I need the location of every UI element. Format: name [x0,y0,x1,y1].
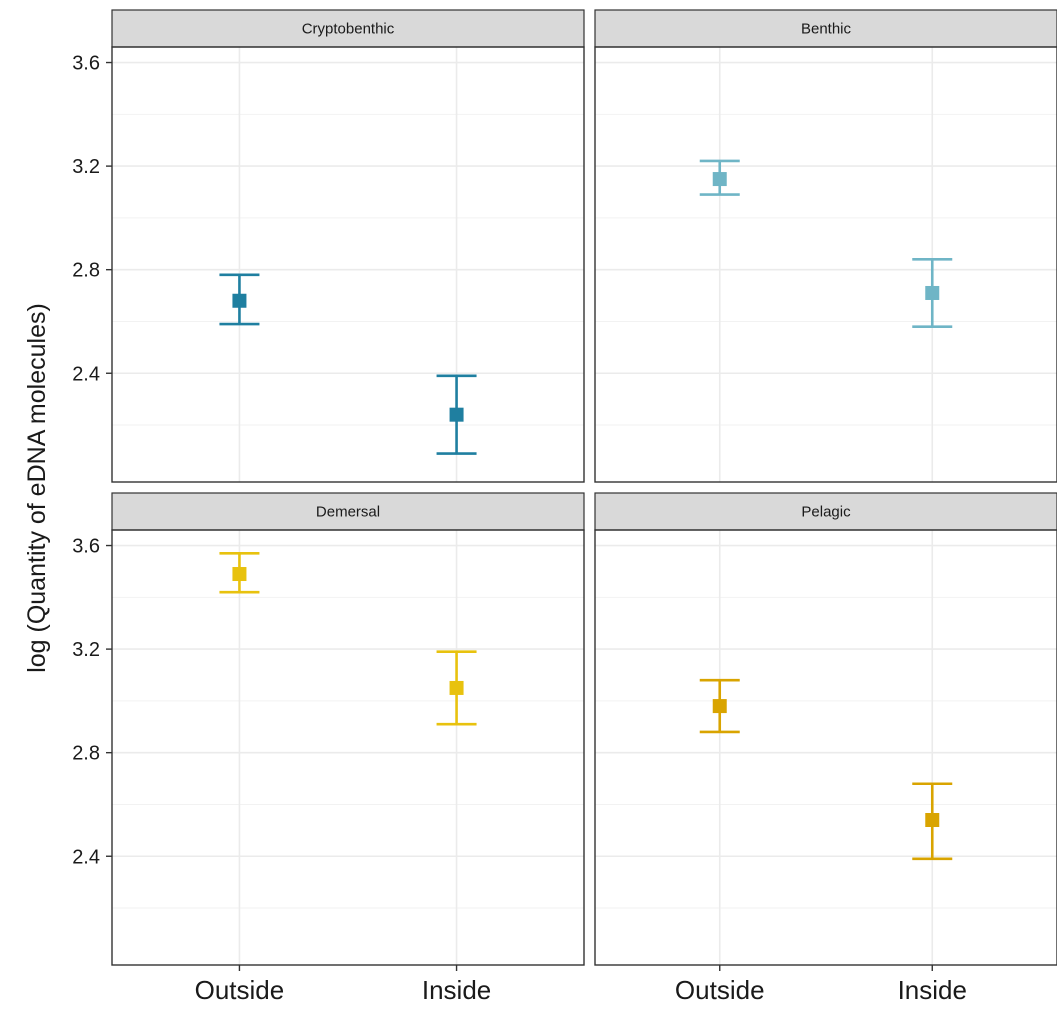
panel-background-cryptobenthic [112,47,584,482]
facet-strip-label-pelagic: Pelagic [801,504,851,521]
facet-strip-label-cryptobenthic: Cryptobenthic [302,21,395,38]
x-axis-tick-label-outside: Outside [195,975,285,1005]
point-pelagic-inside [925,813,940,827]
point-benthic-outside [712,172,727,187]
point-cryptobenthic-outside [232,293,247,308]
y-axis-tick-label: 3.2 [72,639,100,661]
point-demersal-outside [232,567,247,582]
facet-strip-benthic [594,9,1057,48]
y-axis-tick-label: 2.4 [72,363,100,385]
y-axis-tick-label: 3.6 [72,536,100,558]
facet-strip-cryptobenthic [111,9,585,48]
y-axis-title: log (Quantity of eDNA molecules) [23,303,51,673]
panel-border-cryptobenthic [111,46,585,483]
y-axis-tick-label: 2.8 [72,743,100,765]
point-benthic-inside [925,285,940,300]
panel-border-benthic [594,46,1057,483]
x-axis-tick-label-outside: Outside [675,975,765,1005]
panel-background-demersal [112,530,584,965]
panel-border-demersal [111,529,585,966]
y-axis-tick-label: 2.8 [72,260,100,282]
y-axis-tick-label: 3.2 [72,156,100,178]
facet-strip-label-demersal: Demersal [316,504,380,521]
x-axis-tick-label-inside: Inside [422,975,491,1005]
panel-background-pelagic [595,530,1057,965]
facet-strip-label-benthic: Benthic [801,21,852,38]
facet-strip-pelagic [594,492,1057,531]
point-demersal-inside [449,680,464,695]
panel-border-pelagic [594,529,1057,966]
x-axis-tick-label-inside: Inside [898,975,967,1005]
y-axis-tick-label: 3.6 [72,53,100,75]
y-axis-tick-label: 2.4 [72,846,100,868]
facet-strip-demersal [111,492,585,531]
panel-background-benthic [595,47,1057,482]
point-cryptobenthic-inside [449,407,464,422]
point-pelagic-outside [712,699,727,714]
